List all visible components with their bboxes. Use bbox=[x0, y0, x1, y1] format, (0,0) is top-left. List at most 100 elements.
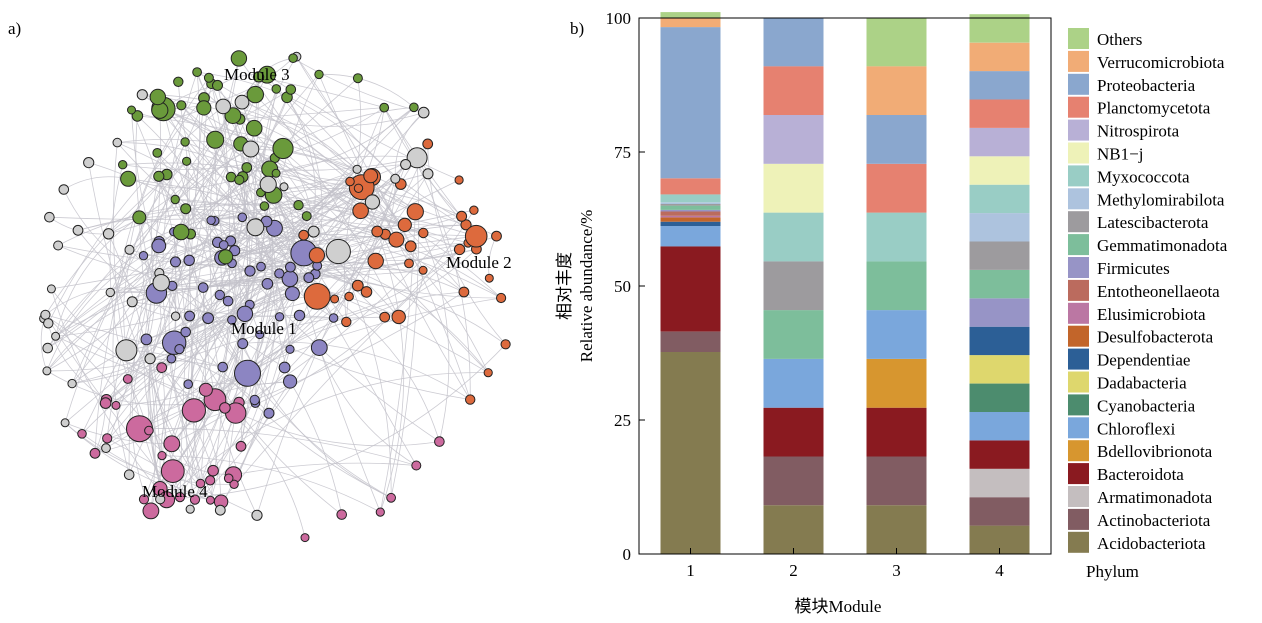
network-node bbox=[153, 170, 165, 182]
network-edge bbox=[77, 214, 243, 231]
network-node bbox=[500, 339, 511, 350]
network-node bbox=[379, 102, 390, 113]
network-edge bbox=[361, 187, 471, 400]
bar-segment-1-11 bbox=[660, 211, 721, 216]
network-node bbox=[464, 224, 488, 248]
network-edge bbox=[231, 88, 277, 320]
network-edge bbox=[186, 161, 195, 411]
network-edge bbox=[117, 142, 307, 217]
network-edge bbox=[166, 372, 489, 500]
network-node bbox=[363, 168, 379, 184]
network-node bbox=[229, 479, 239, 489]
network-edge bbox=[57, 245, 316, 283]
bar-segment-2-14 bbox=[763, 261, 824, 311]
network-node bbox=[406, 203, 424, 221]
legend-swatch-2 bbox=[1068, 73, 1089, 95]
bar-segment-4-20 bbox=[969, 71, 1030, 100]
network-edge bbox=[109, 148, 251, 293]
network-node bbox=[214, 289, 226, 301]
network-edge bbox=[296, 56, 471, 400]
legend-swatch-0 bbox=[1068, 28, 1089, 49]
network-edge bbox=[249, 261, 465, 293]
network-node bbox=[140, 333, 153, 346]
network-node bbox=[418, 227, 429, 239]
network-edge bbox=[161, 455, 381, 513]
bar-segment-1-1 bbox=[660, 331, 721, 352]
network-node bbox=[237, 338, 249, 350]
network-node bbox=[307, 225, 320, 238]
network-node bbox=[453, 243, 466, 256]
network-node bbox=[271, 84, 282, 94]
network-edge bbox=[142, 94, 358, 170]
network-edge bbox=[286, 97, 323, 256]
network-edge bbox=[211, 83, 465, 293]
network-node bbox=[131, 110, 144, 122]
network-node bbox=[298, 229, 310, 241]
bar-segment-1-19 bbox=[660, 178, 721, 195]
network-edge bbox=[163, 108, 307, 217]
network-node bbox=[391, 309, 406, 325]
network-node bbox=[123, 469, 135, 481]
bar-segment-4-3 bbox=[969, 440, 1030, 469]
network-edge bbox=[161, 367, 221, 511]
network-node bbox=[274, 312, 285, 322]
network-edge bbox=[46, 255, 144, 372]
network-node bbox=[285, 261, 296, 273]
network-node bbox=[212, 79, 223, 91]
network-node bbox=[174, 492, 186, 503]
legend-label-10: Firmicutes bbox=[1097, 259, 1170, 278]
legend-label-5: NB1−j bbox=[1097, 145, 1143, 164]
y-tick-label-3: 75 bbox=[614, 143, 631, 162]
network-node bbox=[111, 400, 121, 410]
network-edge bbox=[94, 293, 293, 454]
network-node bbox=[422, 138, 434, 150]
network-node bbox=[330, 294, 340, 304]
bar-segment-1-15 bbox=[660, 202, 721, 204]
legend-label-12: Elusimicrobiota bbox=[1097, 305, 1206, 324]
network-node bbox=[115, 339, 138, 362]
network-node bbox=[484, 273, 494, 283]
bar-segment-3-16 bbox=[866, 212, 927, 262]
network-node bbox=[102, 228, 115, 240]
x-tick-label-2: 3 bbox=[892, 561, 901, 580]
network-edges bbox=[40, 56, 506, 538]
network-edge bbox=[233, 462, 417, 476]
network-edge bbox=[94, 249, 130, 454]
bar-segment-3-3 bbox=[866, 407, 927, 457]
network-node bbox=[118, 160, 128, 170]
bar-segment-2-16 bbox=[763, 212, 824, 262]
legend-swatch-10 bbox=[1068, 257, 1089, 278]
network-node bbox=[397, 217, 412, 232]
bar-segment-4-18 bbox=[969, 127, 1030, 157]
network-node bbox=[404, 258, 414, 269]
network-node bbox=[152, 274, 170, 292]
network-node bbox=[390, 173, 401, 184]
network-node bbox=[166, 353, 177, 364]
network-node bbox=[218, 249, 234, 265]
network-node bbox=[42, 366, 52, 376]
network-node bbox=[89, 447, 101, 459]
network-node bbox=[300, 533, 310, 543]
network-edge bbox=[143, 217, 243, 257]
network-node bbox=[207, 464, 219, 477]
network-node bbox=[230, 50, 248, 67]
bar-segment-4-14 bbox=[969, 241, 1030, 270]
network-node bbox=[288, 53, 298, 64]
network-edge bbox=[122, 107, 385, 170]
network-panel: a) Module 3 Module 2 Module 1 Module 4 bbox=[8, 19, 512, 543]
network-node bbox=[46, 284, 56, 294]
network-node bbox=[251, 509, 263, 521]
network-edge bbox=[284, 251, 339, 368]
legend-swatch-8 bbox=[1068, 211, 1089, 233]
network-node bbox=[234, 94, 250, 110]
network-node bbox=[214, 504, 226, 516]
network-node bbox=[180, 203, 192, 215]
network-node bbox=[496, 292, 507, 304]
x-tick-label-3: 4 bbox=[995, 561, 1004, 580]
network-node bbox=[203, 72, 214, 83]
network-node bbox=[215, 98, 231, 115]
bar-segment-3-21 bbox=[866, 66, 927, 115]
network-edge bbox=[186, 160, 291, 350]
network-edge bbox=[180, 231, 358, 286]
